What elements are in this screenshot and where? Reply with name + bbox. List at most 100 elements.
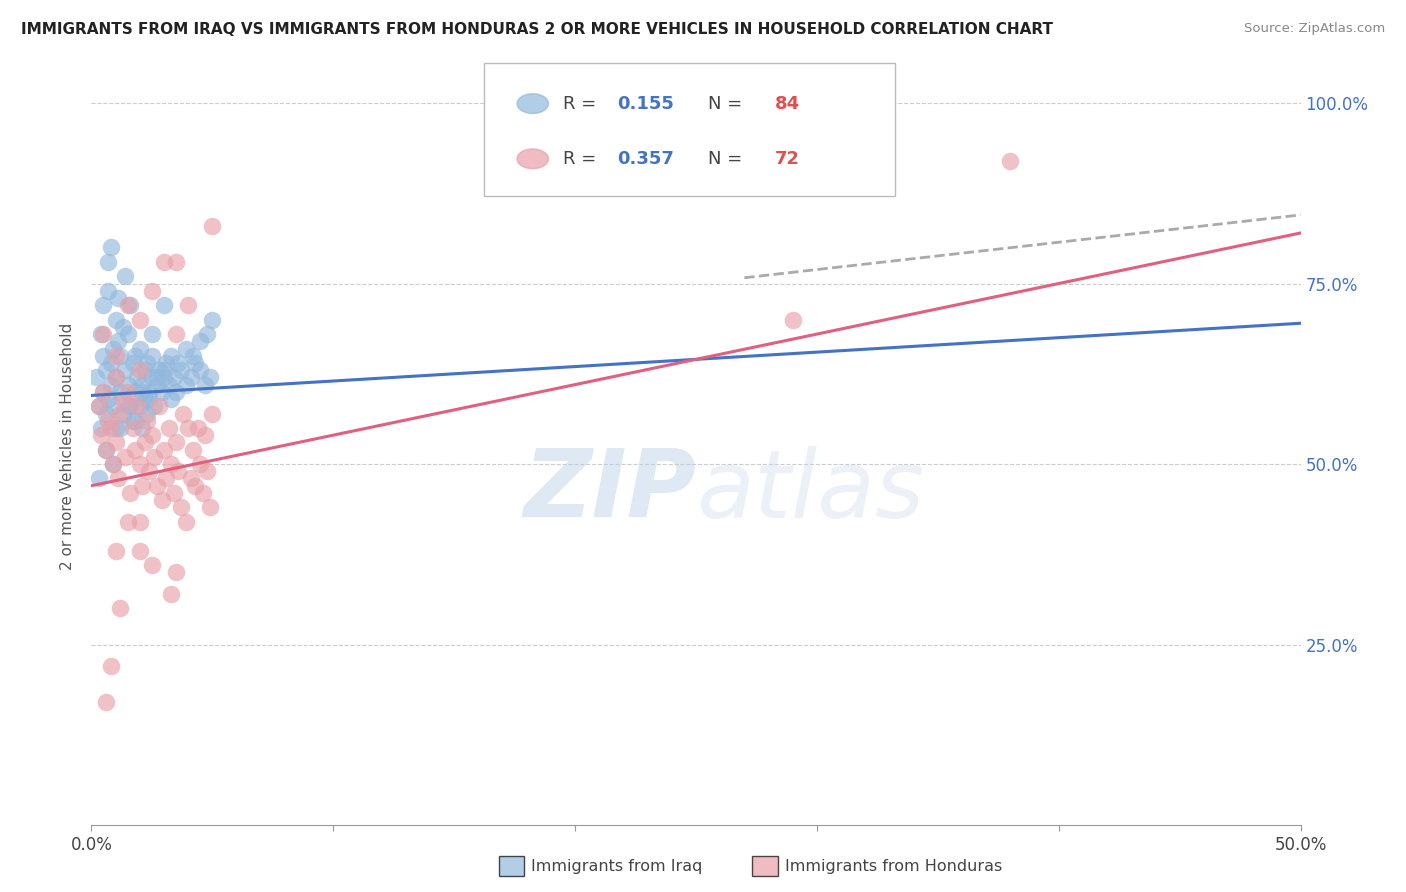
Point	[201, 219, 224, 233]
Point	[153, 442, 176, 457]
Point	[124, 349, 146, 363]
Point	[94, 695, 117, 709]
Point	[107, 334, 129, 349]
Point	[145, 377, 167, 392]
Point	[120, 399, 142, 413]
Point	[111, 407, 134, 421]
Point	[128, 457, 150, 471]
Point	[110, 601, 132, 615]
Point	[127, 370, 149, 384]
Point	[188, 334, 211, 349]
Point	[110, 421, 132, 435]
Point	[111, 392, 134, 406]
Point	[124, 384, 146, 399]
Point	[128, 543, 150, 558]
Point	[194, 428, 217, 442]
Text: ZIP: ZIP	[523, 445, 696, 538]
Point	[134, 392, 156, 406]
Point	[198, 370, 221, 384]
Point	[104, 312, 127, 326]
Point	[162, 370, 184, 384]
Point	[131, 384, 153, 399]
Point	[165, 327, 187, 342]
Point	[177, 298, 200, 312]
Point	[188, 457, 211, 471]
Point	[160, 349, 183, 363]
Point	[187, 421, 209, 435]
Point	[100, 377, 122, 392]
Point	[1000, 153, 1022, 168]
Point	[170, 363, 193, 377]
Point	[101, 342, 124, 356]
Point	[194, 377, 217, 392]
Point	[117, 384, 139, 399]
Point	[131, 377, 153, 392]
Point	[87, 399, 110, 413]
Point	[145, 479, 167, 493]
Point	[131, 479, 153, 493]
Point	[131, 421, 153, 435]
Text: 84: 84	[775, 95, 800, 112]
Point	[97, 392, 120, 406]
Point	[160, 457, 183, 471]
Point	[90, 428, 112, 442]
Point	[87, 399, 110, 413]
Point	[93, 384, 115, 399]
Point	[136, 356, 159, 370]
Point	[114, 269, 136, 284]
Point	[197, 327, 219, 342]
Text: N =: N =	[709, 150, 748, 168]
Point	[181, 349, 204, 363]
FancyBboxPatch shape	[484, 63, 896, 196]
Point	[162, 486, 184, 500]
Point	[128, 399, 150, 413]
Point	[150, 384, 173, 399]
Text: atlas: atlas	[696, 446, 924, 537]
Point	[107, 291, 129, 305]
Point	[148, 363, 170, 377]
Point	[148, 399, 170, 413]
Point	[104, 349, 127, 363]
Point	[174, 342, 197, 356]
Point	[198, 500, 221, 515]
Point	[94, 442, 117, 457]
Point	[93, 349, 115, 363]
Point	[167, 356, 190, 370]
Point	[143, 450, 166, 464]
Point	[165, 255, 187, 269]
Point	[121, 421, 143, 435]
Circle shape	[517, 149, 548, 169]
Point	[110, 349, 132, 363]
Text: N =: N =	[709, 95, 748, 112]
Point	[138, 464, 160, 478]
Point	[201, 312, 224, 326]
Point	[101, 457, 124, 471]
Point	[111, 319, 134, 334]
Point	[157, 421, 180, 435]
Text: R =: R =	[562, 150, 602, 168]
Point	[153, 370, 176, 384]
Point	[97, 414, 120, 428]
Point	[174, 515, 197, 529]
Point	[782, 312, 804, 326]
Point	[104, 370, 127, 384]
Point	[93, 384, 115, 399]
Point	[121, 414, 143, 428]
Point	[170, 500, 193, 515]
Point	[177, 421, 200, 435]
Point	[107, 471, 129, 485]
Point	[124, 442, 146, 457]
Text: Immigrants from Iraq: Immigrants from Iraq	[531, 859, 703, 873]
Point	[104, 370, 127, 384]
Point	[90, 327, 112, 342]
Point	[94, 407, 117, 421]
Point	[153, 363, 176, 377]
Point	[120, 486, 142, 500]
Point	[201, 407, 224, 421]
Point	[160, 392, 183, 406]
Text: IMMIGRANTS FROM IRAQ VS IMMIGRANTS FROM HONDURAS 2 OR MORE VEHICLES IN HOUSEHOLD: IMMIGRANTS FROM IRAQ VS IMMIGRANTS FROM …	[21, 22, 1053, 37]
Point	[184, 479, 207, 493]
Point	[157, 377, 180, 392]
Point	[114, 363, 136, 377]
Point	[155, 471, 177, 485]
